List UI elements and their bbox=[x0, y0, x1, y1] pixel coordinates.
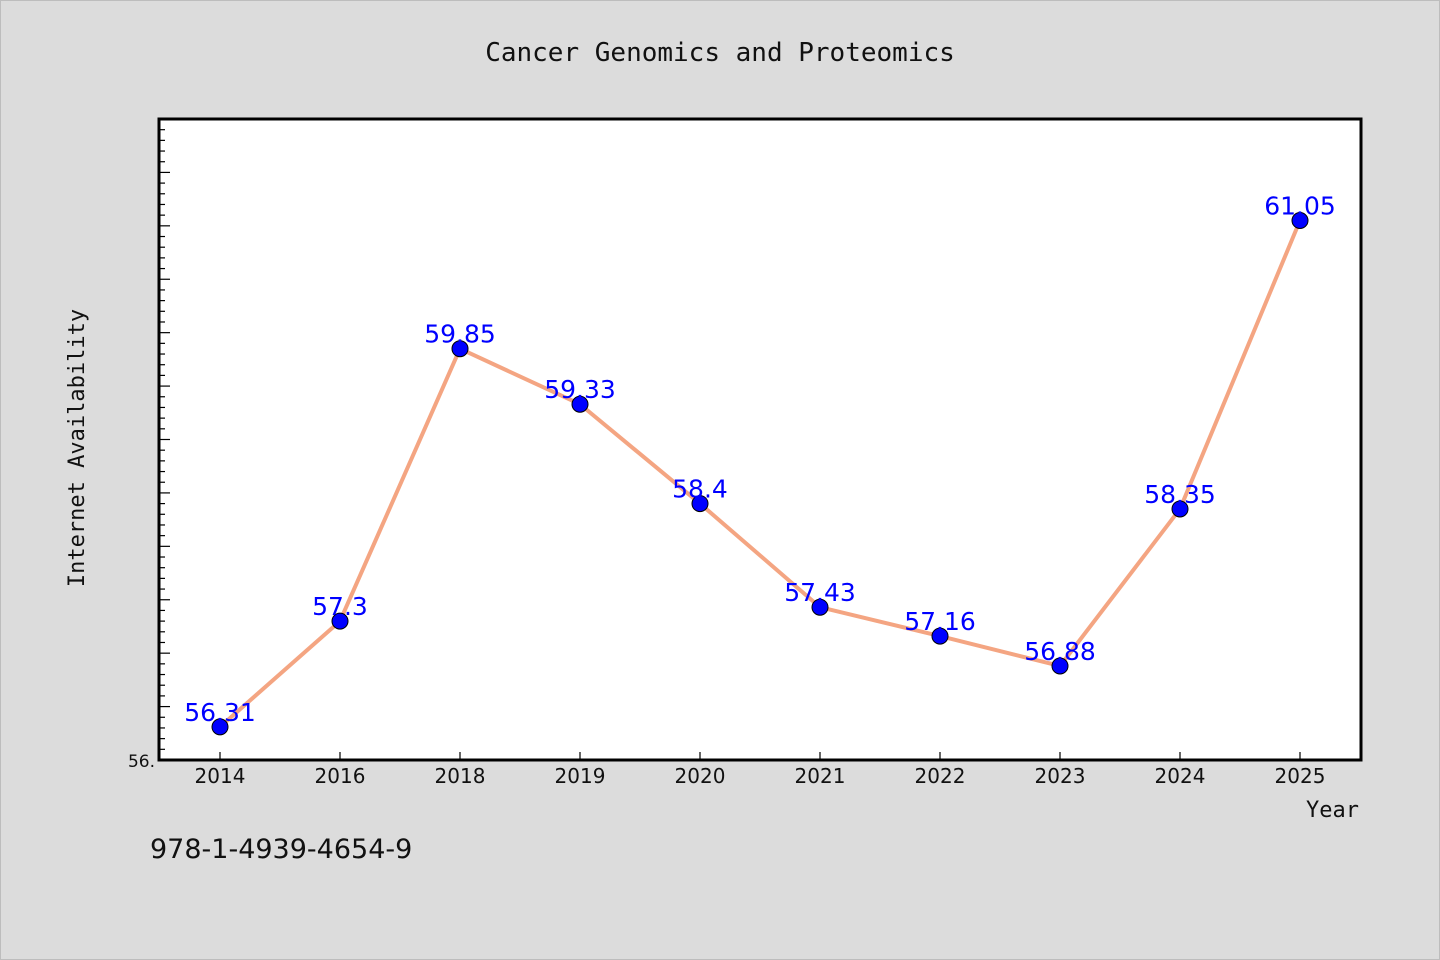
series-line bbox=[218, 218, 1302, 729]
data-label: 57.43 bbox=[784, 578, 856, 607]
x-axis-ticks bbox=[219, 752, 1301, 760]
data-label: 61.05 bbox=[1264, 191, 1336, 220]
data-point bbox=[1051, 657, 1069, 675]
data-label: 58.4 bbox=[672, 475, 728, 504]
data-point bbox=[571, 395, 589, 413]
data-label: 58.35 bbox=[1144, 480, 1216, 509]
y-axis-tick-label: 56. bbox=[128, 752, 155, 772]
plot-area bbox=[157, 117, 1363, 762]
x-tick-label: 2016 bbox=[315, 764, 366, 788]
x-tick-label: 2022 bbox=[915, 764, 966, 788]
y-axis-ticks bbox=[159, 118, 170, 761]
footer-code: 978-1-4939-4654-9 bbox=[150, 834, 413, 865]
data-point bbox=[931, 627, 949, 645]
x-tick-label: 2019 bbox=[555, 764, 606, 788]
data-label: 57.16 bbox=[904, 607, 976, 636]
chart-title: Cancer Genomics and Proteomics bbox=[485, 38, 955, 68]
data-markers bbox=[211, 211, 1309, 736]
data-label: 59.85 bbox=[424, 320, 496, 349]
x-tick-label: 2025 bbox=[1275, 764, 1326, 788]
data-point bbox=[1291, 211, 1309, 229]
x-tick-label: 2023 bbox=[1035, 764, 1086, 788]
data-point bbox=[211, 718, 229, 736]
x-tick-label: 2021 bbox=[795, 764, 846, 788]
data-label: 56.31 bbox=[184, 698, 256, 727]
x-tick-label: 2020 bbox=[675, 764, 726, 788]
x-tick-label: 2024 bbox=[1155, 764, 1206, 788]
x-axis-tick-labels: 2014 2016 2018 2019 2020 2021 2022 2023 2024 2025 bbox=[195, 764, 1326, 788]
x-tick-label: 2018 bbox=[435, 764, 486, 788]
data-point bbox=[691, 495, 709, 513]
y-axis-label: Internet Availability bbox=[65, 309, 90, 587]
x-tick-label: 2014 bbox=[195, 764, 246, 788]
data-point bbox=[331, 612, 349, 630]
data-point bbox=[1171, 500, 1189, 518]
data-label: 57.3 bbox=[312, 592, 368, 621]
data-point bbox=[451, 340, 469, 358]
x-axis-label: Year bbox=[1306, 798, 1359, 823]
data-label: 56.88 bbox=[1024, 637, 1096, 666]
data-label: 59.33 bbox=[544, 375, 616, 404]
data-labels: 56.31 57.3 59.85 59.33 58.4 57.43 57.16 56.88 58… bbox=[184, 191, 1336, 726]
data-point bbox=[811, 598, 829, 616]
